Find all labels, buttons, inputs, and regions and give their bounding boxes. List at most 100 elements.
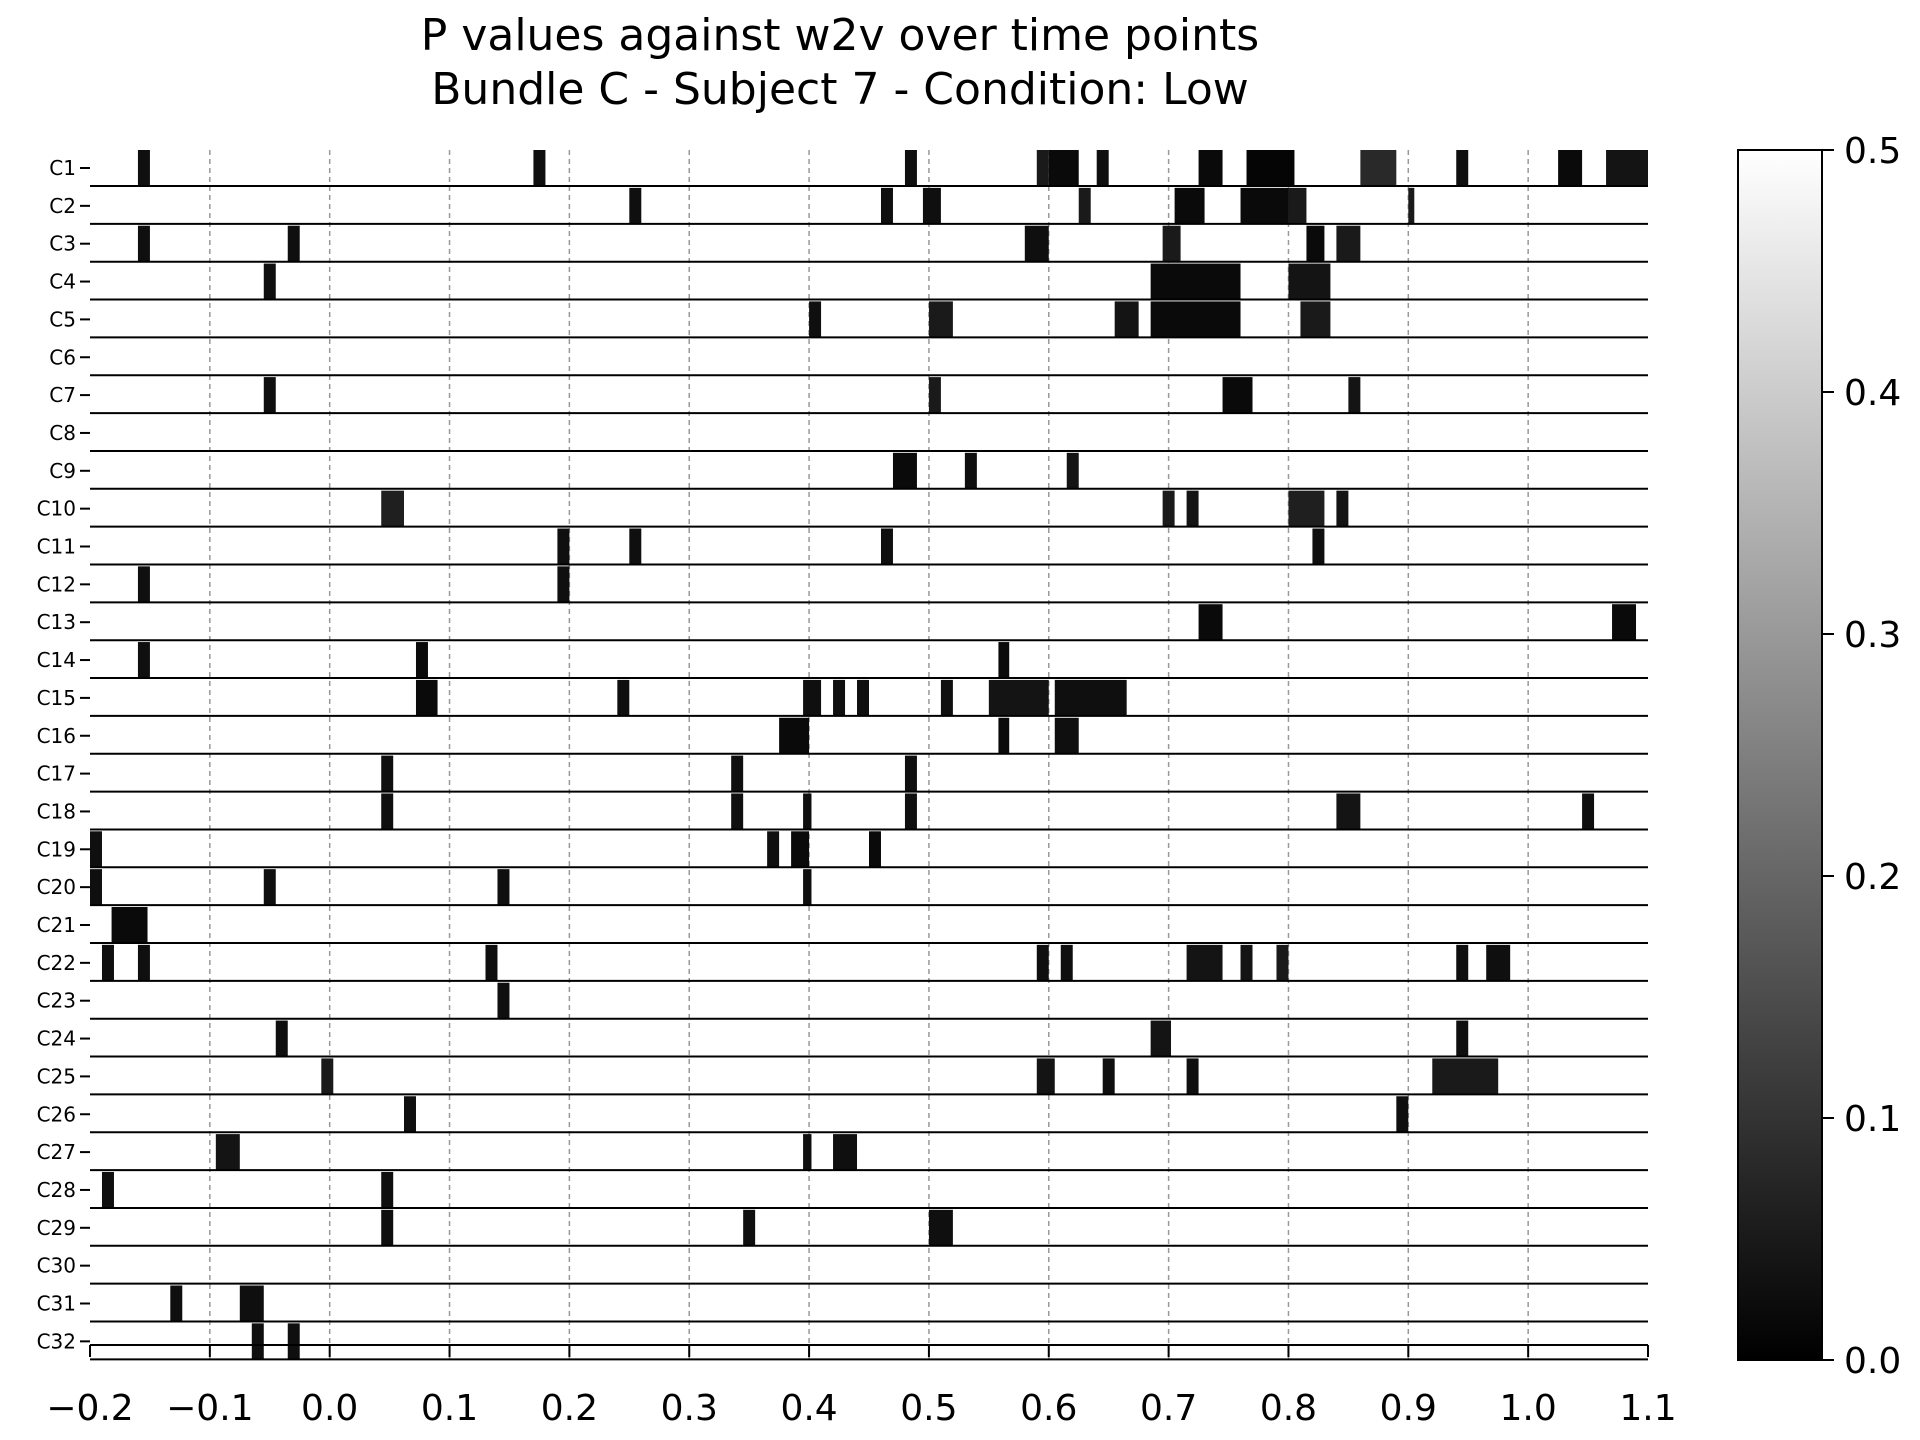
heatmap-cell	[803, 869, 812, 906]
row-label: C7	[49, 383, 76, 407]
heatmap-cell	[239, 1285, 264, 1322]
colorbar-tick-label: 0.1	[1844, 1099, 1901, 1140]
heatmap-cell	[1150, 301, 1241, 338]
x-axis: −0.2 −0.1 0.0 0.1 0.2 0.3 0.4 0.5 0.6 0.7 0.8 0.9 1.…	[46, 1344, 1677, 1429]
heatmap-cell	[1036, 150, 1049, 186]
heatmap-cell	[767, 831, 780, 868]
heatmap-cell	[1288, 187, 1307, 224]
heatmap-row: C11	[37, 528, 1648, 566]
heatmap-cell	[880, 187, 893, 224]
row-label: C26	[37, 1102, 76, 1126]
row-label: C4	[49, 270, 76, 294]
heatmap-cell	[803, 679, 822, 716]
colorbar-tick-label: 0.0	[1844, 1341, 1901, 1382]
heatmap-cell	[988, 679, 1049, 716]
heatmap-cell	[869, 831, 881, 868]
heatmap-cell	[263, 263, 276, 300]
heatmap-row: C6	[49, 345, 1648, 377]
row-label: C14	[37, 648, 76, 672]
row-label: C8	[49, 421, 76, 445]
heatmap-cell	[1486, 944, 1511, 981]
row-label: C23	[37, 989, 76, 1013]
heatmap-row: C30	[37, 1254, 1648, 1285]
x-tick-label: 0.9	[1380, 1388, 1437, 1429]
heatmap-cell	[1060, 944, 1073, 981]
heatmap-cell	[137, 150, 150, 186]
heatmap-cell	[731, 755, 744, 792]
heatmap-row: C18	[37, 793, 1648, 831]
heatmap-row: C7	[49, 377, 1648, 415]
heatmap-cell	[1150, 1020, 1172, 1057]
heatmap-cell	[892, 452, 917, 489]
heatmap-row: C16	[37, 717, 1648, 755]
heatmap-cell	[1024, 225, 1049, 262]
heatmap-cell	[415, 642, 428, 679]
heatmap-cell	[1078, 187, 1091, 224]
colorbar-tick-label: 0.4	[1844, 373, 1901, 414]
heatmap-cell	[1336, 225, 1361, 262]
heatmap-cell	[928, 301, 953, 338]
x-tick-label: 0.1	[421, 1388, 478, 1429]
heatmap-row: C25	[37, 1058, 1648, 1096]
chart-title: P values against w2v over time points	[421, 10, 1259, 61]
heatmap-cell	[629, 528, 642, 565]
row-label: C25	[37, 1064, 76, 1088]
heatmap-cell	[1048, 150, 1079, 186]
heatmap-cell	[1276, 944, 1289, 981]
heatmap-row: C17	[37, 755, 1648, 793]
heatmap-row: C12	[37, 566, 1648, 604]
heatmap-cell	[904, 793, 917, 830]
heatmap-cell	[904, 755, 917, 792]
x-tick-label: 0.5	[900, 1388, 957, 1429]
heatmap-cell	[287, 225, 300, 262]
heatmap-cell	[1186, 1058, 1199, 1095]
heatmap-cell	[170, 1285, 183, 1322]
row-label: C32	[37, 1329, 76, 1353]
row-label: C16	[37, 724, 76, 748]
heatmap-row: C5	[49, 301, 1648, 339]
heatmap-cell	[904, 150, 917, 186]
row-label: C9	[49, 459, 76, 483]
heatmap-row: C29	[37, 1209, 1648, 1247]
heatmap-row: C1	[49, 150, 1648, 187]
heatmap-cell	[533, 150, 546, 186]
heatmap-row: C8	[49, 421, 1648, 452]
heatmap-cell	[1360, 150, 1397, 186]
heatmap-cell	[1096, 150, 1109, 186]
row-label: C15	[37, 686, 76, 710]
row-label: C22	[37, 951, 76, 975]
heatmap-row: C23	[37, 982, 1648, 1020]
heatmap-cell	[1222, 377, 1253, 414]
heatmap-cell	[1054, 717, 1079, 754]
heatmap-cell	[629, 187, 642, 224]
heatmap-cell	[101, 944, 114, 981]
heatmap-row: C3	[49, 225, 1648, 263]
x-tick-label: 0.7	[1140, 1388, 1197, 1429]
heatmap-cell	[321, 1058, 334, 1095]
heatmap-cell	[998, 642, 1010, 679]
heatmap-cell	[791, 831, 810, 868]
heatmap-cell	[1288, 490, 1325, 527]
heatmap-row: C27	[37, 1134, 1648, 1172]
heatmap-cell	[485, 944, 498, 981]
heatmap-cell	[137, 642, 150, 679]
heatmap-cell	[137, 944, 150, 981]
row-label: C18	[37, 799, 76, 823]
heatmap-cell	[90, 831, 102, 868]
heatmap-cell	[779, 717, 810, 754]
heatmap-row: C9	[49, 452, 1648, 490]
heatmap-cell	[743, 1209, 756, 1246]
heatmap-cell	[1456, 1020, 1469, 1057]
heatmap-cell	[381, 755, 394, 792]
heatmap-cell	[263, 377, 276, 414]
heatmap-cell	[1240, 944, 1253, 981]
row-label: C3	[49, 232, 76, 256]
heatmap-cell	[1456, 944, 1469, 981]
row-label: C21	[37, 913, 76, 937]
heatmap-cell	[928, 1209, 953, 1246]
heatmap-cell	[137, 225, 150, 262]
x-tick-label: 0.4	[780, 1388, 837, 1429]
heatmap-cell	[1348, 377, 1361, 414]
heatmap-cell	[263, 869, 276, 906]
